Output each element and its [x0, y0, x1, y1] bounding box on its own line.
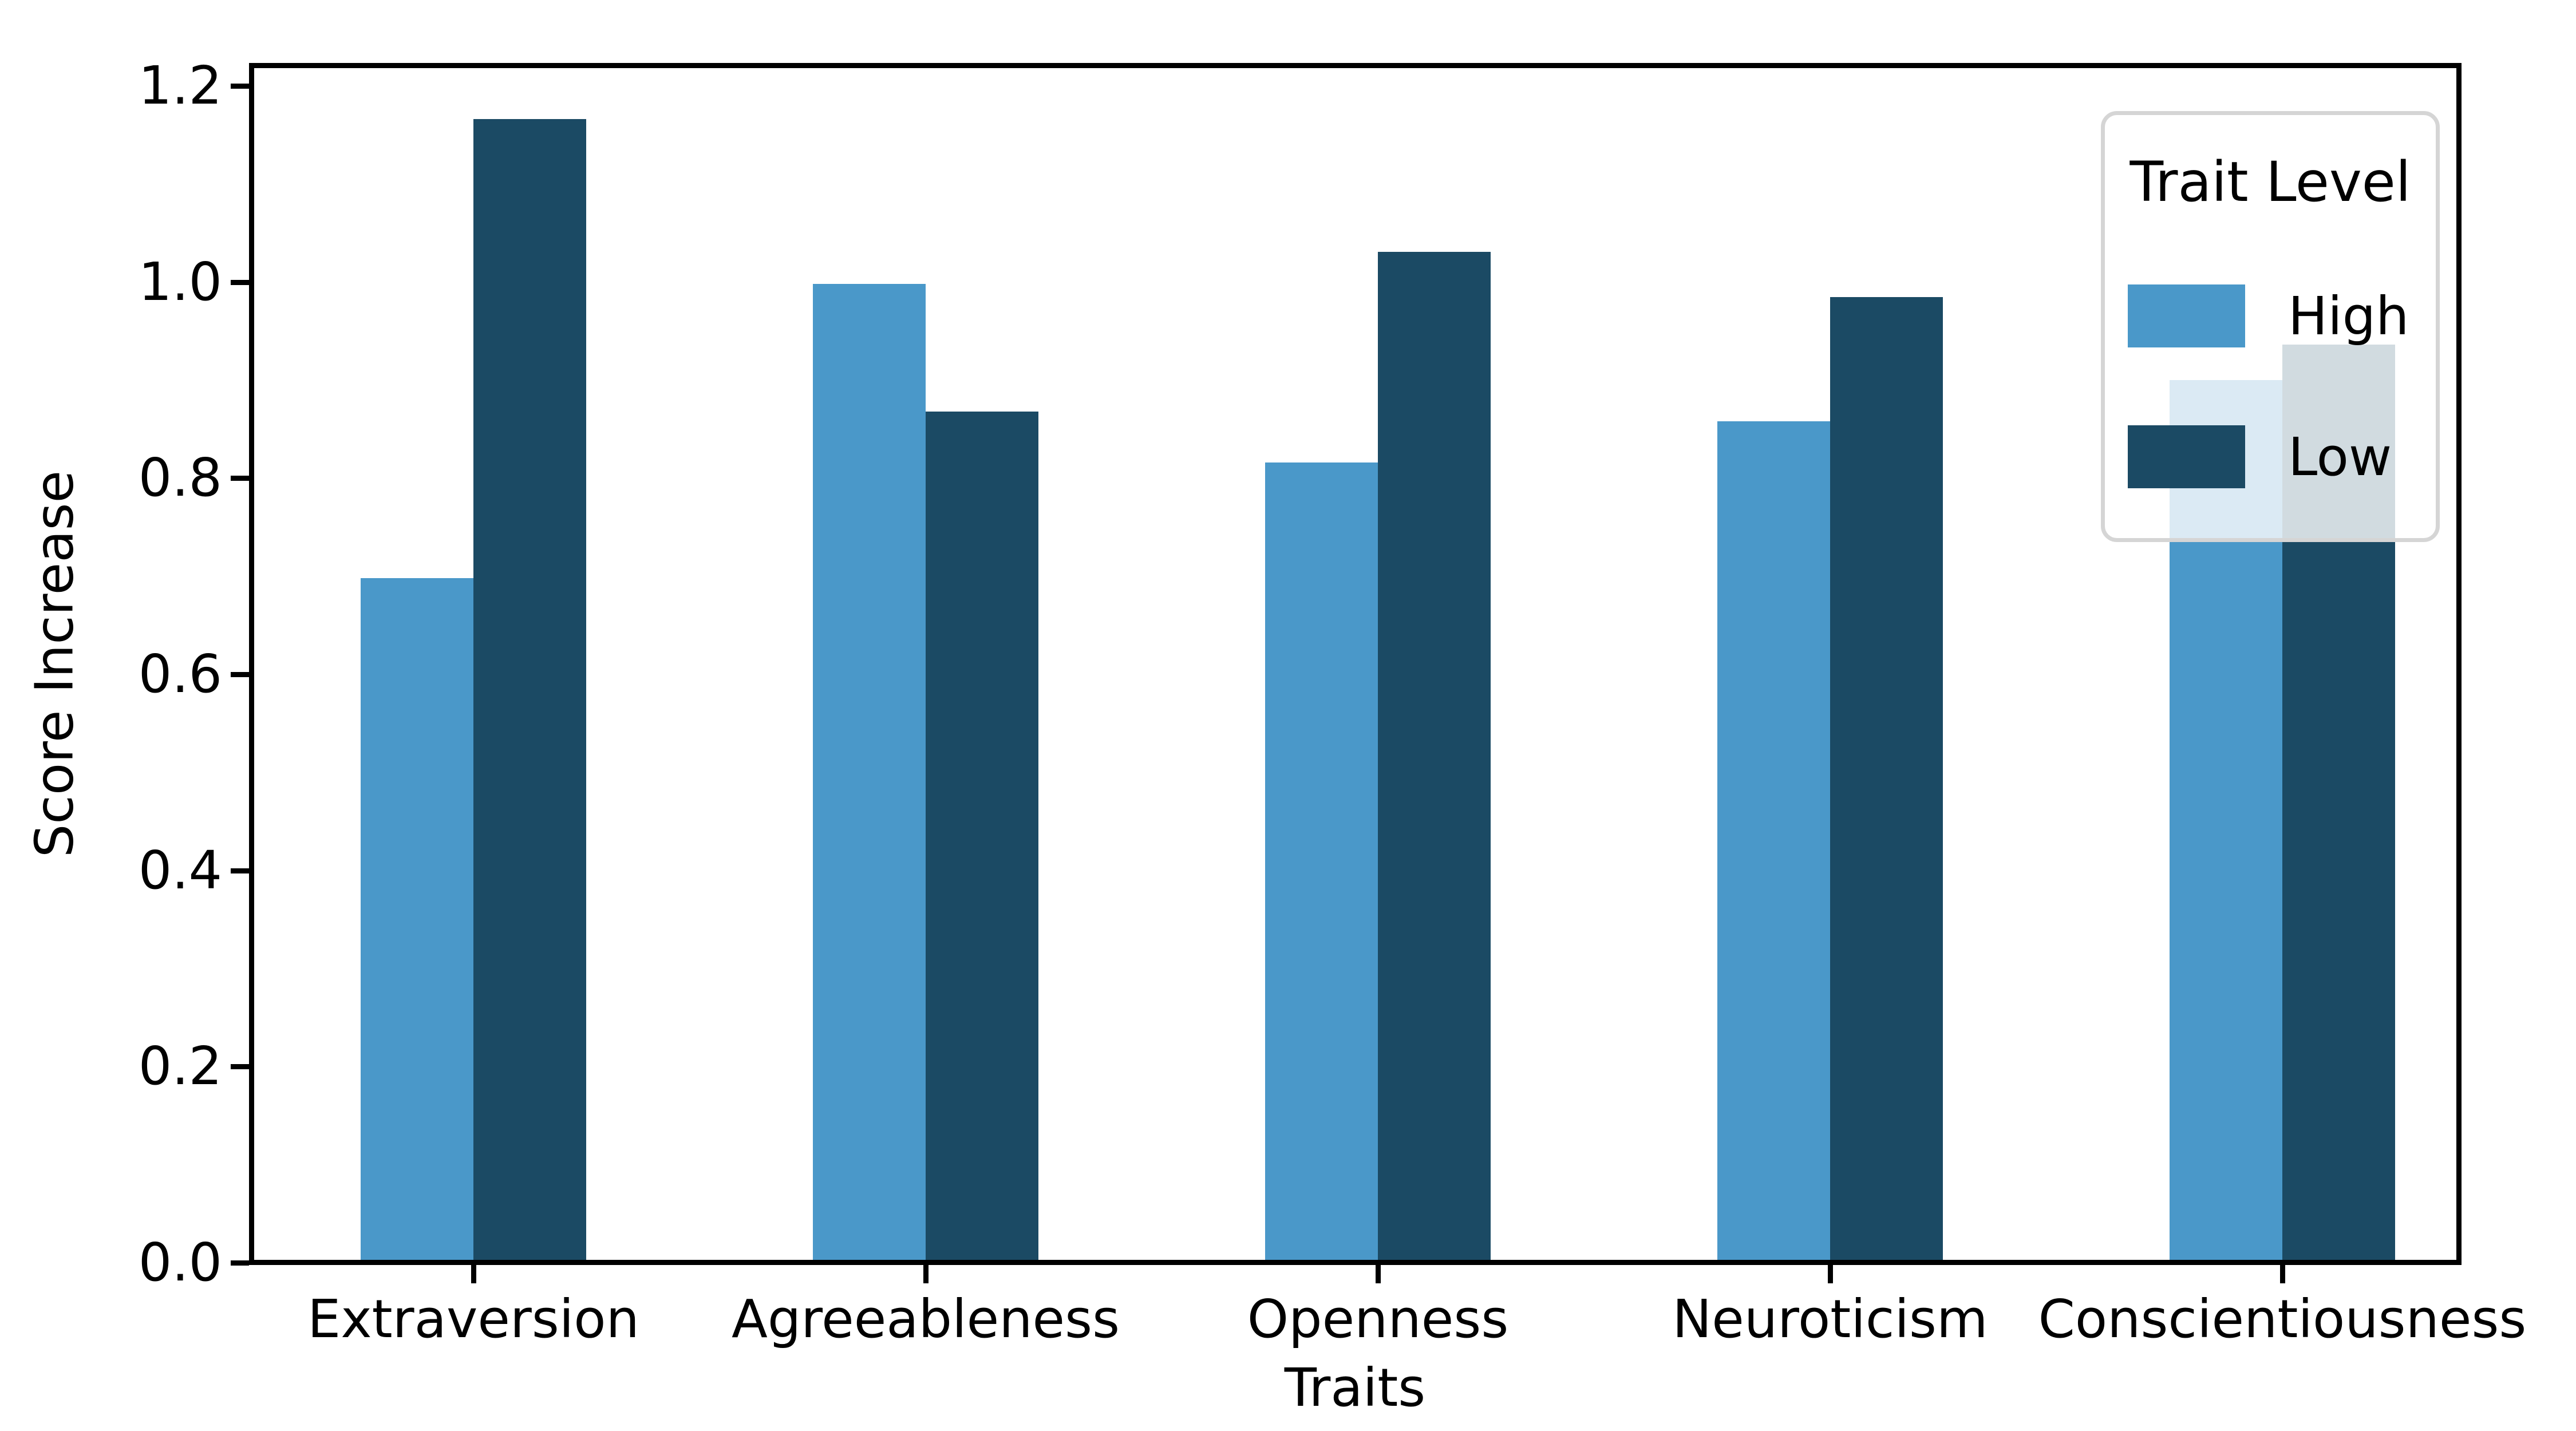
- y-tick-mark-0.0: [231, 1260, 249, 1266]
- y-tick-mark-0.6: [231, 672, 249, 677]
- legend-label-high: High: [2288, 285, 2409, 347]
- y-tick-mark-1.0: [231, 280, 249, 285]
- y-tick-label-1.2: 1.2: [138, 55, 222, 116]
- bar-extraversion-high: [361, 578, 473, 1260]
- y-tick-label-0.0: 0.0: [138, 1232, 222, 1293]
- legend-items: High Low: [2128, 284, 2413, 489]
- x-tick-label-extraversion: Extraversion: [307, 1288, 639, 1350]
- x-tick-mark-conscientiousness: [2280, 1265, 2285, 1283]
- plot-area: [249, 63, 2462, 1265]
- x-tick-label-agreeableness: Agreeableness: [731, 1288, 1120, 1350]
- bar-openness-low: [1378, 252, 1491, 1260]
- bar-agreeableness-high: [813, 284, 926, 1260]
- bar-neuroticism-low: [1830, 297, 1943, 1260]
- bar-extraversion-low: [473, 119, 586, 1260]
- x-tick-mark-neuroticism: [1828, 1265, 1833, 1283]
- bar-openness-high: [1265, 462, 1378, 1260]
- x-axis-label: Traits: [1284, 1357, 1426, 1418]
- y-tick-label-0.8: 0.8: [138, 447, 222, 508]
- y-tick-label-1.0: 1.0: [138, 251, 222, 313]
- x-tick-label-openness: Openness: [1247, 1288, 1509, 1350]
- legend-swatch-low: [2128, 425, 2245, 488]
- legend-swatch-high: [2128, 284, 2245, 347]
- legend: Trait Level High Low: [2101, 111, 2440, 542]
- y-tick-mark-1.2: [231, 84, 249, 89]
- y-tick-mark-0.4: [231, 868, 249, 873]
- x-tick-mark-openness: [1376, 1265, 1381, 1283]
- x-tick-mark-extraversion: [471, 1265, 476, 1283]
- legend-title: Trait Level: [2129, 150, 2411, 214]
- x-tick-label-neuroticism: Neuroticism: [1672, 1288, 1988, 1350]
- legend-item-high: High: [2128, 284, 2413, 348]
- legend-item-low: Low: [2128, 425, 2413, 489]
- y-tick-label-0.2: 0.2: [138, 1035, 222, 1097]
- y-tick-mark-0.8: [231, 476, 249, 481]
- bar-agreeableness-low: [926, 412, 1038, 1260]
- bar-neuroticism-high: [1717, 421, 1830, 1260]
- y-tick-label-0.6: 0.6: [138, 643, 222, 705]
- y-tick-mark-0.2: [231, 1064, 249, 1069]
- x-tick-label-conscientiousness: Conscientiousness: [2038, 1288, 2527, 1350]
- x-tick-mark-agreeableness: [923, 1265, 929, 1283]
- y-tick-label-0.4: 0.4: [138, 840, 222, 901]
- legend-label-low: Low: [2288, 426, 2392, 488]
